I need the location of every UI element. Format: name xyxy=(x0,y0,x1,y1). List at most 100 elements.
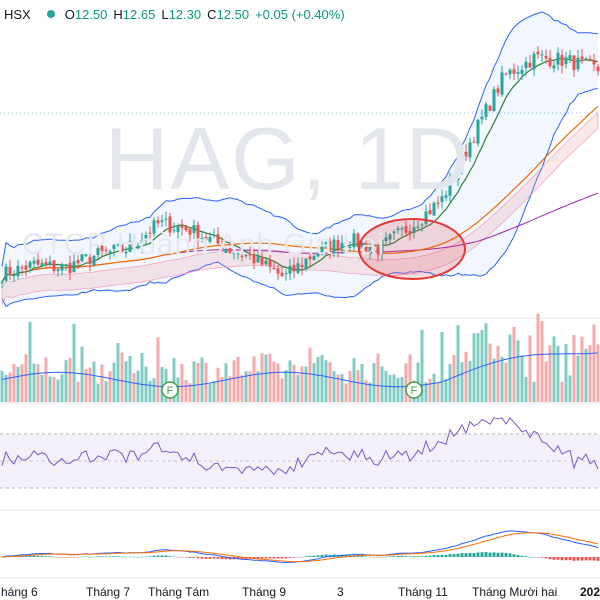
candle-body xyxy=(256,255,260,263)
candle-body xyxy=(180,225,184,228)
volume-bars xyxy=(0,313,600,402)
volume-bar xyxy=(528,335,532,402)
candle-body xyxy=(20,267,24,269)
macd-histogram-bar xyxy=(100,556,104,557)
panel-dividers xyxy=(0,112,600,579)
macd-histogram-bar xyxy=(480,552,484,557)
candle-body xyxy=(460,152,464,170)
macd-histogram-bar xyxy=(556,557,560,560)
candle-body xyxy=(488,106,492,111)
macd-histogram-bar xyxy=(412,556,416,557)
candle-body xyxy=(140,240,144,248)
candle-body xyxy=(28,261,32,268)
volume-bar xyxy=(112,362,116,402)
candle-body xyxy=(552,65,556,69)
candle-body xyxy=(424,211,428,224)
macd-histogram-bar xyxy=(196,557,200,559)
close-value: 12.50 xyxy=(216,6,250,22)
candle-body xyxy=(480,116,484,120)
candle-body xyxy=(368,246,372,253)
candle-body xyxy=(12,275,16,277)
macd-line xyxy=(1,530,599,564)
candle-body xyxy=(288,265,292,274)
macd-histogram-bar xyxy=(208,557,212,559)
volume-bar xyxy=(300,366,304,402)
candle-body xyxy=(532,53,536,70)
volume-bar xyxy=(92,361,96,402)
candle-body xyxy=(316,252,320,257)
low-value: 12.30 xyxy=(168,6,202,22)
macd-histogram-bar xyxy=(80,556,84,558)
volume-bar xyxy=(240,375,244,402)
macd-histogram-bar xyxy=(360,555,364,557)
macd-histogram-bar xyxy=(540,557,544,558)
macd-histogram-bar xyxy=(312,555,316,557)
macd-histogram-bar xyxy=(548,557,552,560)
volume-bar xyxy=(60,374,64,402)
candle-body xyxy=(108,251,112,254)
candle-body xyxy=(196,224,200,241)
candle-body xyxy=(472,141,476,143)
macd-histogram-bar xyxy=(512,554,516,557)
macd-histogram-bar xyxy=(148,556,152,557)
volume-bar xyxy=(268,353,272,402)
volume-bar xyxy=(104,381,108,402)
candle-body xyxy=(252,255,256,264)
rsi-panel xyxy=(0,416,600,489)
open-value: 12.50 xyxy=(74,6,108,22)
macd-histogram-bar xyxy=(96,556,100,557)
macd-panel xyxy=(0,530,600,564)
macd-histogram-bar xyxy=(444,554,448,557)
macd-histogram-bar xyxy=(468,552,472,557)
macd-histogram-bar xyxy=(388,556,392,557)
volume-bar xyxy=(584,348,588,402)
volume-bar xyxy=(136,370,140,402)
candle-body xyxy=(248,254,252,256)
candle-body xyxy=(92,255,96,266)
macd-histogram-bar xyxy=(484,552,488,557)
watermark-symbol: HAG, 1D xyxy=(105,109,472,208)
candle-body xyxy=(284,273,288,275)
volume-bar xyxy=(244,371,248,402)
macd-histogram-bar xyxy=(84,556,88,558)
volume-bar xyxy=(192,361,196,402)
macd-histogram-bar xyxy=(48,556,52,557)
candle-body xyxy=(128,241,132,252)
volume-bar xyxy=(236,356,240,402)
volume-bar xyxy=(472,333,476,402)
candle-body xyxy=(380,239,384,254)
macd-histogram-bar xyxy=(236,557,240,560)
candle-body xyxy=(264,260,268,265)
rsi-line xyxy=(1,416,599,476)
candle-body xyxy=(96,248,100,256)
candle-body xyxy=(208,237,212,242)
volume-bar xyxy=(248,371,252,402)
candle-body xyxy=(148,232,152,234)
macd-histogram-bar xyxy=(220,557,224,560)
candle-body xyxy=(276,268,280,274)
high-value: 12.65 xyxy=(122,6,156,22)
volume-bar xyxy=(172,358,176,402)
candle-body xyxy=(324,241,328,247)
ichimoku-cloud xyxy=(1,112,599,305)
candle-body xyxy=(476,119,480,144)
macd-histogram-bar xyxy=(576,557,580,561)
volume-bar xyxy=(212,381,216,402)
candle-body xyxy=(584,58,588,60)
candle-body xyxy=(120,243,124,253)
candle-body xyxy=(400,227,404,230)
x-tick-label: Tháng 7 xyxy=(86,585,130,599)
symbol-exchange[interactable]: HSX xyxy=(4,6,31,22)
macd-histogram-bar xyxy=(504,552,508,557)
volume-bar xyxy=(372,363,376,402)
cloud-area xyxy=(1,112,599,305)
macd-histogram-bar xyxy=(224,557,228,560)
macd-histogram-bar xyxy=(564,557,568,561)
macd-histogram-bar xyxy=(160,555,164,557)
volume-bar xyxy=(324,360,328,402)
macd-histogram-bar xyxy=(408,556,412,557)
candle-body xyxy=(312,256,316,261)
candle-body xyxy=(540,54,544,56)
